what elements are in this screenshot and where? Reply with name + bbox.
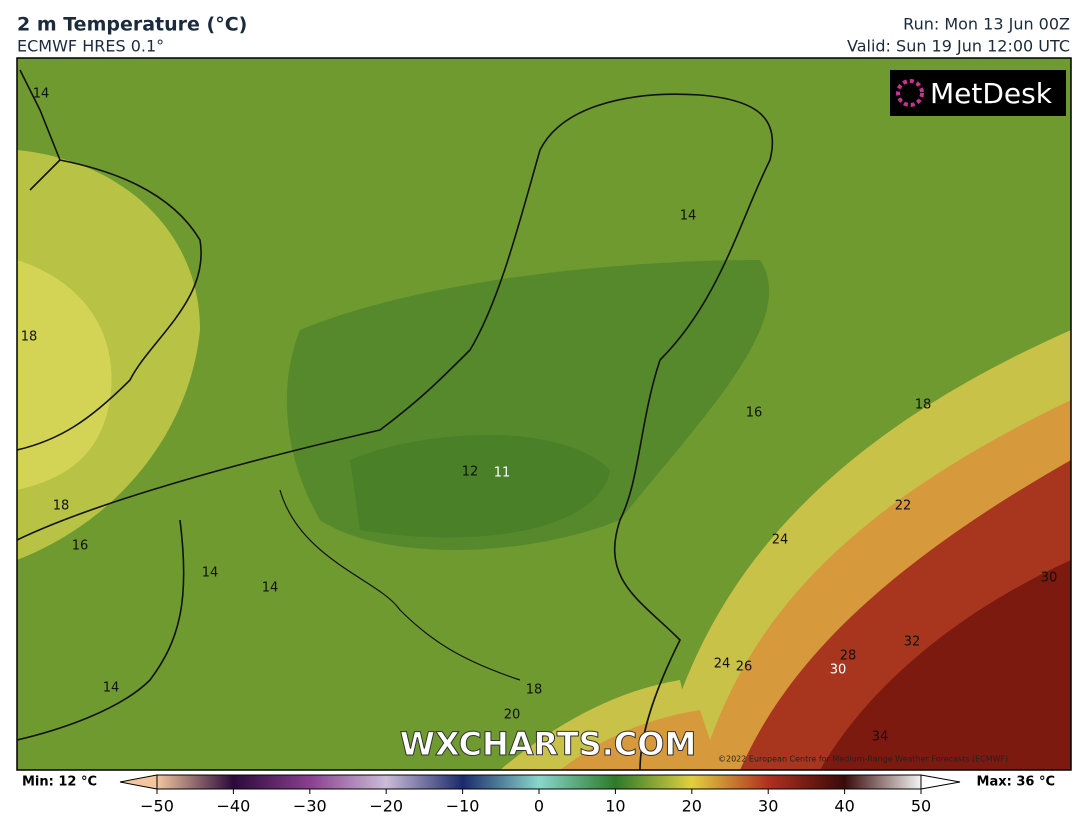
colorbar-arrow-left xyxy=(119,774,158,790)
min-label: Min: 12 °C xyxy=(22,775,97,790)
contour-label: 30 xyxy=(830,663,847,678)
valid: Valid: Sun 19 Jun 12:00 UTC xyxy=(847,37,1070,56)
contour-label: 22 xyxy=(895,499,912,514)
colorbar-arrow-right xyxy=(920,774,961,790)
contour-label: 18 xyxy=(53,499,70,514)
colorbar-tick-label: −50 xyxy=(140,797,174,816)
colorbar-tick-label: 0 xyxy=(534,797,544,816)
map xyxy=(17,58,1071,770)
contour-label: 28 xyxy=(840,649,857,664)
copyright: ©2022 European Centre for Medium-Range W… xyxy=(718,755,1008,764)
contour-label: 14 xyxy=(680,209,697,224)
colorbar xyxy=(156,774,922,790)
colorbar-tick-label: 50 xyxy=(911,797,931,816)
colorbar-tick-label: −20 xyxy=(369,797,403,816)
contour-label: 24 xyxy=(772,533,789,548)
logo-icon xyxy=(896,79,924,107)
title: 2 m Temperature (°C) xyxy=(17,14,247,36)
colorbar-tick-label: −40 xyxy=(217,797,251,816)
contour-label: 18 xyxy=(526,683,543,698)
logo-box xyxy=(890,70,1066,116)
subtitle: ECMWF HRES 0.1° xyxy=(17,37,164,56)
contour-label: 14 xyxy=(202,566,219,581)
colorbar-tick-label: 10 xyxy=(605,797,625,816)
colorbar-ticks: −50 −40 −30 −20 −10 0 10 20 30 40 50 xyxy=(140,789,931,816)
contour-label: 32 xyxy=(904,635,921,650)
contour-label: 18 xyxy=(21,330,38,345)
contour-label: 20 xyxy=(504,708,521,723)
run: Run: Mon 13 Jun 00Z xyxy=(903,15,1070,34)
logo: MetDesk xyxy=(930,77,1053,110)
colorbar-tick-label: −10 xyxy=(446,797,480,816)
colorbar-tick-label: −30 xyxy=(293,797,327,816)
contour-label: 30 xyxy=(1041,571,1058,586)
colorbar-tick-label: 40 xyxy=(834,797,854,816)
contour-label: 14 xyxy=(103,681,120,696)
contour-label: 16 xyxy=(746,406,763,421)
contour-label: 12 xyxy=(462,465,479,480)
contour-label: 34 xyxy=(872,730,889,745)
colorbar-tick-label: 20 xyxy=(682,797,702,816)
contour-label: 11 xyxy=(494,466,511,481)
contour-label: 24 xyxy=(714,657,731,672)
contour-label: 18 xyxy=(915,398,932,413)
max-label: Max: 36 °C xyxy=(977,775,1055,790)
colorbar-tick-label: 30 xyxy=(758,797,778,816)
map-frame xyxy=(16,57,1072,771)
contour-label: 26 xyxy=(736,660,753,675)
contour-label: 16 xyxy=(72,539,89,554)
contour-label: 14 xyxy=(262,581,279,596)
watermark: WXCHARTS.COM xyxy=(400,725,697,763)
contour-label: 14 xyxy=(33,87,50,102)
